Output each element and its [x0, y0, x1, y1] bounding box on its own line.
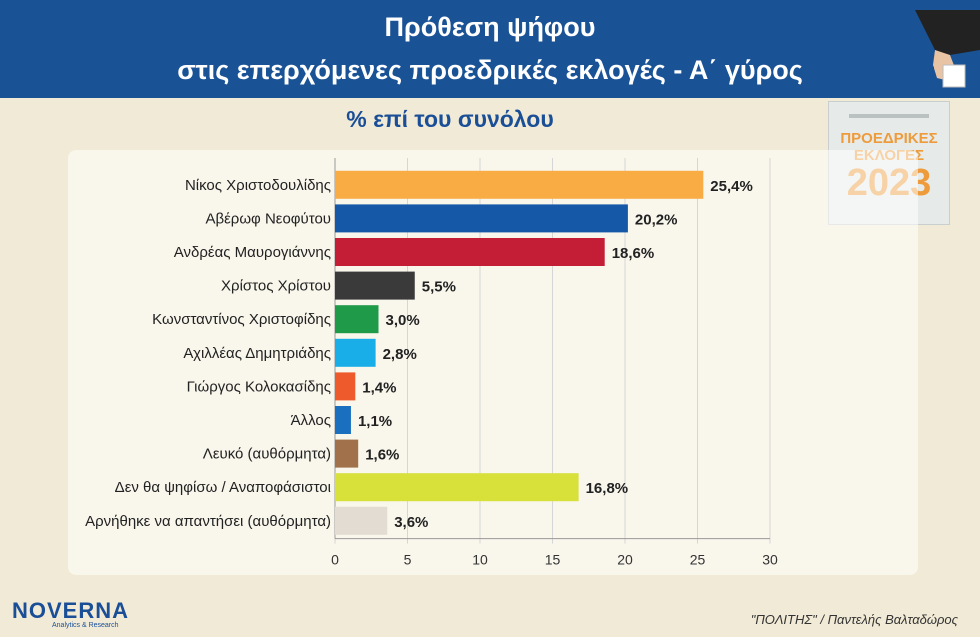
x-tick-label: 20 [617, 552, 633, 568]
category-label: Άλλος [291, 412, 331, 429]
value-label: 20,2% [635, 211, 678, 228]
chart-title-line2: στις επερχόμενες προεδρικές εκλογές - Α΄… [177, 55, 803, 85]
badge-line1: ΠΡΟΕΔΡΙΚΕΣ [840, 130, 938, 147]
bar [335, 305, 379, 334]
category-label: Ανδρέας Μαυρογιάννης [174, 244, 331, 261]
category-label: Χρίστος Χρίστου [221, 278, 331, 295]
value-label: 3,0% [386, 312, 420, 329]
bar [335, 506, 388, 535]
bar [335, 372, 356, 401]
category-label: Γιώργος Κολοκασίδης [187, 378, 331, 395]
bar [335, 170, 704, 199]
x-tick-label: 5 [404, 552, 412, 568]
category-label: Δεν θα ψηφίσω / Αναποφάσιστοι [115, 479, 331, 496]
bar [335, 338, 376, 367]
value-label: 3,6% [394, 514, 428, 531]
category-label: Αρνήθηκε να απαντήσει (αυθόρμητα) [85, 513, 331, 530]
title-banner: Πρόθεση ψήφου στις επερχόμενες προεδρικέ… [0, 0, 980, 98]
chart-title-line1: Πρόθεση ψήφου [384, 12, 596, 42]
ballot-hand-icon [915, 10, 980, 88]
value-label: 25,4% [710, 178, 753, 195]
x-tick-label: 0 [331, 552, 339, 568]
chart-subtitle: % επί του συνόλου [346, 106, 554, 132]
value-label: 18,6% [612, 245, 655, 262]
x-tick-label: 30 [762, 552, 778, 568]
value-label: 1,4% [362, 379, 396, 396]
category-label: Αχιλλέας Δημητριάδης [183, 345, 331, 362]
value-label: 5,5% [422, 279, 456, 296]
noverna-logo: NOVERNA Analytics & Research [12, 598, 129, 629]
bar [335, 473, 579, 502]
value-label: 1,1% [358, 413, 392, 430]
bar [335, 204, 628, 233]
value-label: 2,8% [383, 346, 417, 363]
value-label: 1,6% [365, 447, 399, 464]
x-tick-label: 10 [472, 552, 488, 568]
category-label: Λευκό (αυθόρμητα) [203, 446, 331, 463]
bar [335, 238, 605, 266]
x-tick-label: 25 [690, 552, 706, 568]
x-tick-label: 15 [545, 552, 561, 568]
ballot-slot [849, 114, 929, 118]
category-label: Κωνσταντίνος Χριστοφίδης [152, 311, 331, 328]
bar [335, 439, 359, 468]
bar [335, 406, 351, 434]
category-label: Νίκος Χριστοδουλίδης [185, 177, 331, 194]
value-label: 16,8% [586, 480, 629, 497]
source-credit: "ΠΟΛΙΤΗΣ" / Παντελής Βαλταδώρος [750, 612, 958, 627]
logo-text: NOVERNA [12, 598, 130, 623]
bar [335, 271, 415, 300]
logo-tagline: Analytics & Research [52, 622, 119, 629]
category-label: Αβέρωφ Νεοφύτου [205, 210, 331, 227]
